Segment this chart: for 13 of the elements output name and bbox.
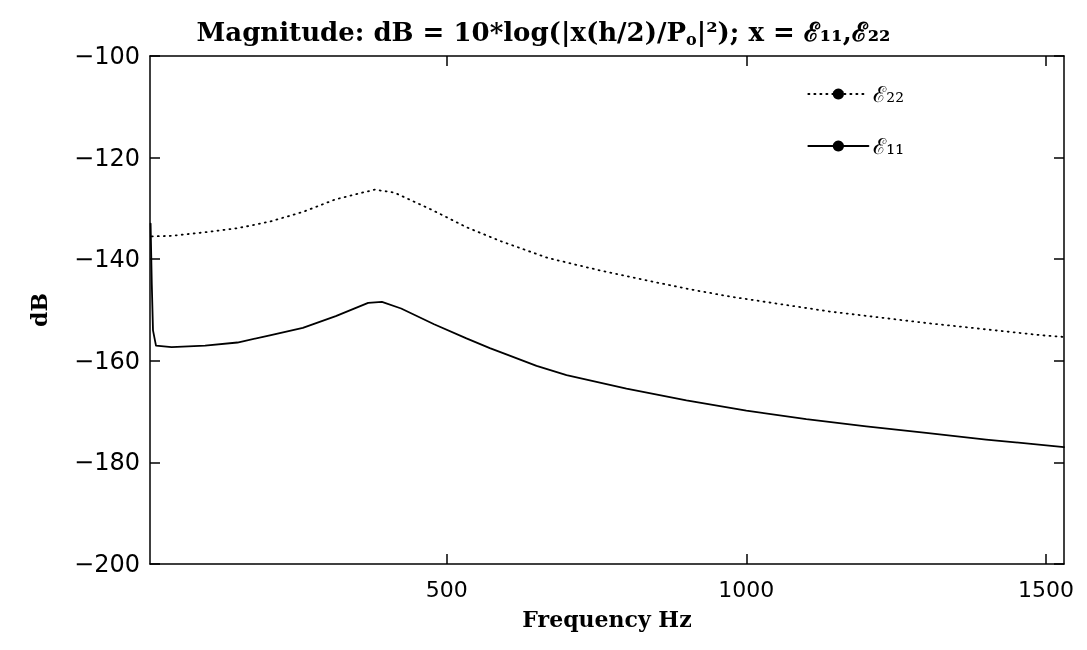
legend-label: ℰ₁₁	[873, 133, 904, 159]
x-tick-label: 1500	[1018, 576, 1075, 602]
y-tick-label: −100	[74, 42, 140, 70]
y-axis-title: dB	[26, 293, 52, 327]
y-tick-label: −180	[74, 448, 140, 477]
y-tick-label: −160	[74, 346, 140, 375]
x-axis-title: Frequency Hz	[522, 606, 692, 632]
x-tick-label: 1000	[718, 576, 775, 602]
y-tick-label: −200	[74, 550, 140, 578]
y-tick-label: −120	[74, 143, 140, 172]
x-tick-label: 500	[425, 576, 468, 602]
y-tick-label: −140	[74, 245, 140, 274]
legend-label: ℰ₂₂	[873, 81, 904, 107]
